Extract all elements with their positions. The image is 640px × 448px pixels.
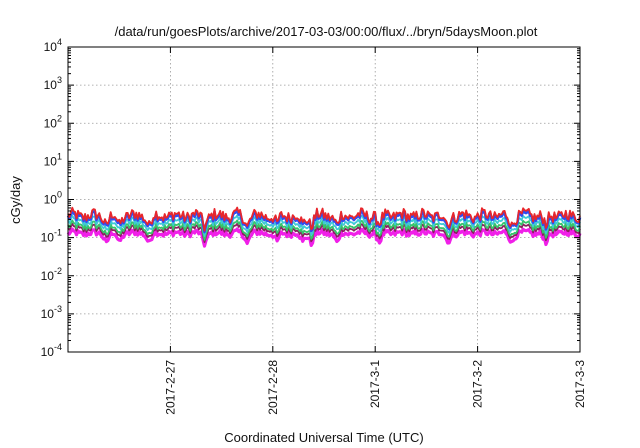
y-tick-label: 10-3 (41, 304, 62, 321)
series-line (67, 219, 581, 241)
series-line (66, 227, 582, 248)
x-axis-label: Coordinated Universal Time (UTC) (224, 430, 423, 445)
x-axis: 2017-2-27 2017-2-28 2017-3-1 2017-3-2 2017-3… (163, 47, 587, 415)
y-axis-label: cGy/day (8, 176, 23, 224)
y-tick-label: 10-4 (41, 342, 62, 359)
y-tick-label: 102 (44, 113, 62, 130)
series-line (67, 206, 581, 232)
y-tick-label: 103 (44, 75, 62, 92)
y-axis: 10-4 10-3 10-2 10-1 100 101 102 103 104 (41, 37, 580, 359)
grid (68, 47, 580, 352)
series-group (66, 206, 582, 248)
y-tick-label: 10-2 (41, 266, 62, 283)
x-tick-label: 2017-2-28 (266, 360, 280, 415)
y-tick-label: 101 (44, 151, 62, 168)
y-tick-label: 10-1 (41, 228, 62, 245)
x-tick-label: 2017-3-3 (573, 360, 587, 408)
chart-title: /data/run/goesPlots/archive/2017-03-03/0… (115, 24, 538, 39)
y-tick-label: 104 (44, 37, 62, 54)
x-tick-label: 2017-3-2 (471, 360, 485, 408)
x-tick-label: 2017-2-27 (163, 360, 177, 415)
x-tick-label: 2017-3-1 (368, 360, 382, 408)
y-tick-label: 100 (44, 190, 62, 207)
